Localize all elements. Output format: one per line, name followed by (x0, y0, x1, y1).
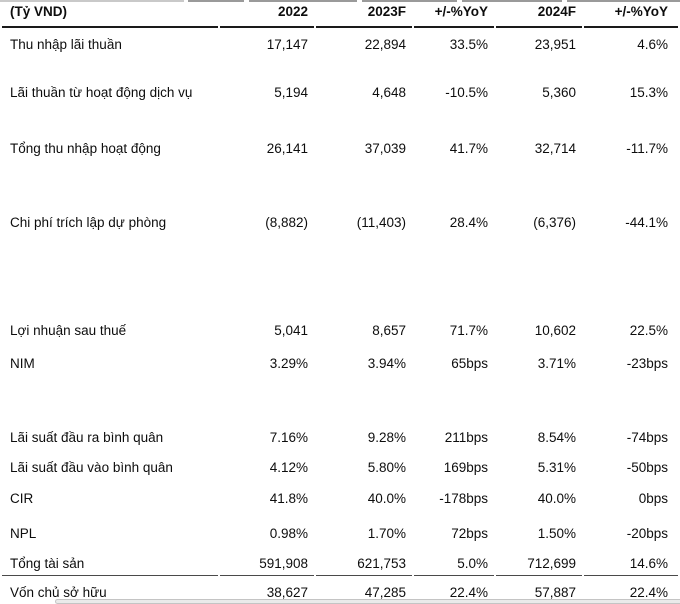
cell-value: 3.71% (537, 356, 576, 371)
column-header-yoy-2024: +/-%YoY (584, 0, 678, 28)
cell-value: (6,376) (533, 215, 576, 230)
cell-value: 1.70% (367, 526, 406, 541)
row-label: Tổng tài sản (10, 556, 85, 571)
row-label: Chi phí trích lập dự phòng (10, 215, 167, 230)
cell-value: -74bps (626, 430, 668, 445)
row-label: Vốn chủ sở hữu (2, 575, 218, 604)
cell-value: 4.12% (269, 460, 308, 475)
cell-value: 23,951 (534, 37, 576, 52)
cell-value: 37,039 (364, 141, 406, 156)
cell-value: 41.7% (449, 141, 488, 156)
row-label: Tổng thu nhập hoạt động (10, 141, 161, 156)
cell-value: 65bps (451, 356, 488, 371)
table-row: Chi phí trích lập dự phòng (8,882) (11,4… (2, 160, 678, 234)
cell-value: 47,285 (316, 575, 412, 604)
row-label: Lãi suất đầu vào bình quân (10, 460, 173, 475)
row-label: Lợi nhuận sau thuế (10, 323, 127, 338)
cell-value: 32,714 (534, 141, 576, 156)
table-row: Tổng thu nhập hoạt động 26,141 37,039 41… (2, 104, 678, 160)
cropped-row-border (0, 0, 680, 2)
cell-value: 40.0% (367, 491, 406, 506)
table-row: Tổng tài sản 591,908 621,753 5.0% 712,69… (2, 545, 678, 575)
cell-value: 57,887 (496, 575, 582, 604)
column-header-2022: 2022 (220, 0, 314, 28)
cell-value: 15.3% (629, 85, 668, 100)
cell-value: 4,648 (372, 85, 406, 100)
cell-value: 14.6% (629, 556, 668, 571)
cell-value: 26,141 (266, 141, 308, 156)
cell-value: 8,657 (372, 323, 406, 338)
cell-value: 22.5% (629, 323, 668, 338)
cell-value: 5,360 (542, 85, 576, 100)
cell-value: 621,753 (357, 556, 406, 571)
cell-value: 169bps (443, 460, 488, 475)
cell-value: 8.54% (537, 430, 576, 445)
cell-value: 28.4% (449, 215, 488, 230)
table-row: NIM 3.29% 3.94% 65bps 3.71% -23bps (2, 342, 678, 375)
column-header-yoy-2023: +/-%YoY (414, 0, 494, 28)
cell-value: 22.4% (584, 575, 678, 604)
cell-value: -50bps (626, 460, 668, 475)
cell-value: 591,908 (259, 556, 308, 571)
cell-value: 71.7% (449, 323, 488, 338)
cell-value: 211bps (444, 430, 488, 445)
row-label: Lãi suất đầu ra bình quân (10, 430, 164, 445)
row-label: Lãi thuần từ hoạt động dịch vụ (10, 85, 193, 100)
cell-value: 38,627 (220, 575, 314, 604)
cell-value: 40.0% (537, 491, 576, 506)
cell-value: 3.29% (269, 356, 308, 371)
cell-value: 41.8% (269, 491, 308, 506)
cell-value: 9.28% (367, 430, 406, 445)
cell-value: 5.0% (457, 556, 488, 571)
table-row: CIR 41.8% 40.0% -178bps 40.0% 0bps (2, 479, 678, 510)
cell-value: 1.50% (537, 526, 576, 541)
cell-value: -44.1% (625, 215, 668, 230)
cell-value: -11.7% (626, 141, 668, 156)
table-row: Vốn chủ sở hữu 38,627 47,285 22.4% 57,88… (2, 575, 678, 604)
table-row: Thu nhập lãi thuần 17,147 22,894 33.5% 2… (2, 28, 678, 56)
cell-value: 5,041 (274, 323, 308, 338)
cell-value: 0bps (638, 491, 668, 506)
cell-value: 0.98% (269, 526, 308, 541)
cell-value: 33.5% (449, 37, 488, 52)
cell-value: -23bps (626, 356, 668, 371)
cell-value: 5.31% (537, 460, 576, 475)
table-row: Lãi thuần từ hoạt động dịch vụ 5,194 4,6… (2, 56, 678, 104)
table-row: Lãi suất đầu vào bình quân 4.12% 5.80% 1… (2, 449, 678, 479)
cell-value: 3.94% (367, 356, 406, 371)
cell-value: 4.6% (637, 37, 668, 52)
cell-value: 7.16% (269, 430, 308, 445)
row-label: NPL (10, 526, 37, 541)
column-header-2024f: 2024F (496, 0, 582, 28)
cell-value: 72bps (451, 526, 488, 541)
cell-value: 17,147 (266, 37, 308, 52)
row-label: NIM (10, 356, 35, 371)
row-label: CIR (10, 491, 34, 506)
table-row: Lợi nhuận sau thuế 5,041 8,657 71.7% 10,… (2, 234, 678, 342)
cell-value: -178bps (439, 491, 488, 506)
column-header-2023f: 2023F (316, 0, 412, 28)
table-header-row: (Tỷ VND) 2022 2023F +/-%YoY 2024F +/-%Yo… (2, 0, 678, 28)
cell-value: 10,602 (534, 323, 576, 338)
horizontal-scrollbar-thumb[interactable] (55, 599, 680, 604)
cell-value: -20bps (626, 526, 668, 541)
column-header-unit: (Tỷ VND) (2, 0, 218, 28)
cell-value: -10.5% (445, 85, 488, 100)
cell-value: 22.4% (414, 575, 494, 604)
table-row: NPL 0.98% 1.70% 72bps 1.50% -20bps (2, 510, 678, 545)
cell-value: 5.80% (367, 460, 406, 475)
cell-value: 22,894 (364, 37, 406, 52)
row-label: Thu nhập lãi thuần (10, 37, 122, 52)
cell-value: (8,882) (265, 215, 308, 230)
table-row: Lãi suất đầu ra bình quân 7.16% 9.28% 21… (2, 375, 678, 449)
cell-value: 712,699 (527, 556, 576, 571)
cell-value: 5,194 (274, 85, 308, 100)
cell-value: (11,403) (356, 215, 406, 230)
